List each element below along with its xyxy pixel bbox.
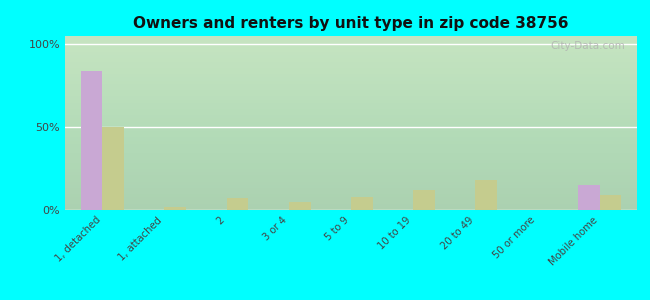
Text: City-Data.com: City-Data.com: [551, 41, 625, 51]
Bar: [413, 190, 435, 210]
Bar: [102, 127, 124, 210]
Bar: [227, 198, 248, 210]
Bar: [351, 197, 372, 210]
Bar: [164, 207, 187, 210]
Title: Owners and renters by unit type in zip code 38756: Owners and renters by unit type in zip c…: [133, 16, 569, 31]
Bar: [81, 71, 102, 210]
Bar: [289, 202, 311, 210]
Bar: [600, 195, 621, 210]
Bar: [578, 185, 600, 210]
Bar: [475, 180, 497, 210]
